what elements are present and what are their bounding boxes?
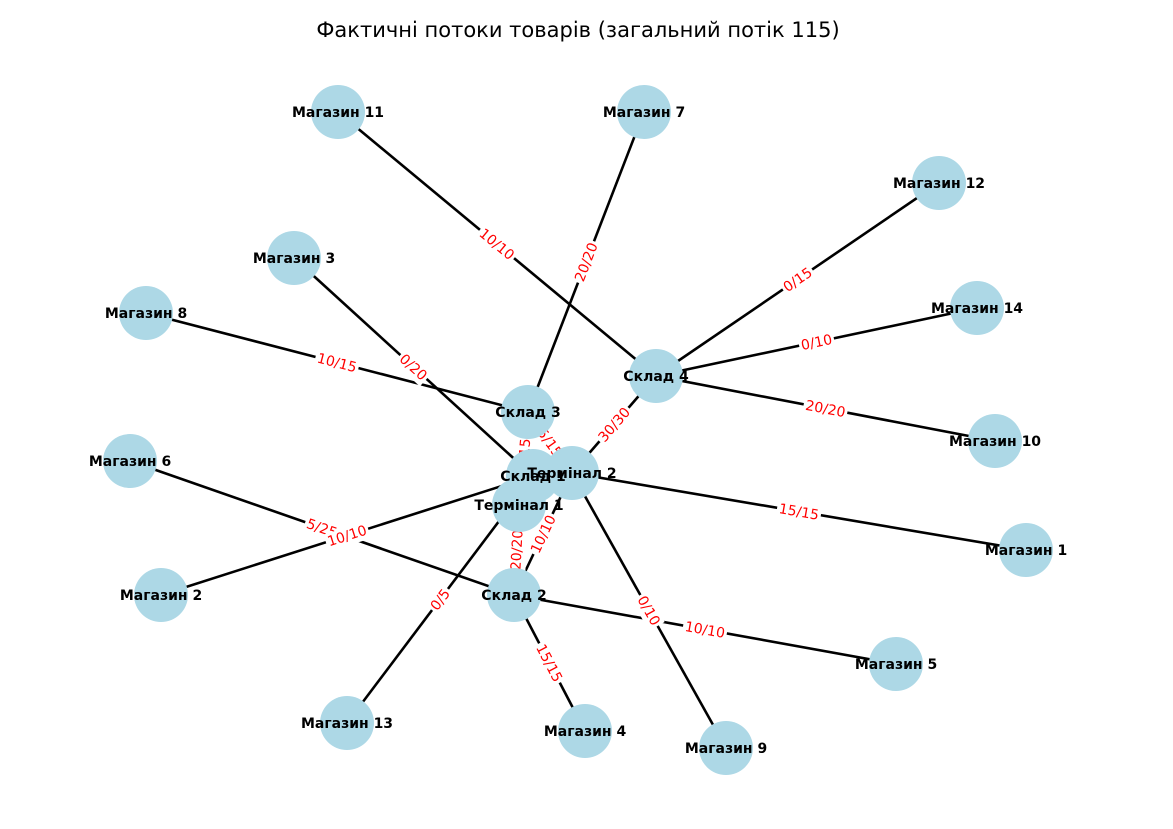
edge-label-s3-m7: 20/20 [570,238,604,287]
node-s3 [501,385,555,439]
edge-label-s2-m4: 15/15 [530,639,567,688]
edge-flow-text: 0/10 [800,332,834,354]
edge-label-s4-m14: 0/10 [797,330,836,356]
edge-label-s4-m12: 0/15 [778,262,818,298]
edge-label-background [775,499,823,526]
node-s4 [629,349,683,403]
node-m13 [320,696,374,750]
edge-label-t2-s4: 30/30 [593,402,637,448]
node-label-t1: Термінал 1 [474,498,563,514]
edge-flow-text: 15/15 [778,501,820,524]
node-m7 [617,85,671,139]
node-m2 [134,568,188,622]
node-label-m2: Магазин 2 [120,588,202,604]
edge-label-t1-s2: 20/20 [507,527,528,573]
node-m10 [968,414,1022,468]
node-label-s4: Склад 4 [623,369,689,385]
node-m12 [912,156,966,210]
node-label-m1: Магазин 1 [985,543,1067,559]
edge-flow-text: 15/15 [532,642,565,685]
edge-label-background [313,349,361,378]
node-label-m14: Магазин 14 [931,301,1023,317]
diagram-title: Фактичні потоки товарів (загальний потік… [316,18,839,42]
node-label-m11: Магазин 11 [292,105,384,121]
node-label-m10: Магазин 10 [949,434,1041,450]
edge-label-background [530,639,567,688]
node-m1 [999,523,1053,577]
node-label-m9: Магазин 9 [685,741,767,757]
node-s1 [506,449,560,503]
node-m11 [311,85,365,139]
edge-flow-text: 20/20 [804,398,847,421]
node-label-m6: Магазин 6 [89,454,171,470]
edge-label-background [526,510,562,559]
node-label-m13: Магазин 13 [301,716,393,732]
node-s2 [487,568,541,622]
edge-flow-text: 30/30 [595,405,634,446]
node-label-s1: Склад 1 [500,469,565,485]
edge-label-t2-m9: 0/10 [631,591,665,631]
node-label-t2: Термінал 2 [527,466,616,482]
edge-label-background [425,584,456,617]
node-m6 [103,434,157,488]
node-m4 [558,704,612,758]
edge-flow-text: 20/20 [572,241,601,284]
edge-label-background [797,330,836,356]
edge-label-background [681,617,729,644]
node-label-m5: Магазин 5 [855,657,937,673]
node-label-s2: Склад 2 [481,588,546,604]
edge-label-background [570,238,604,287]
node-label-m4: Магазин 4 [544,724,627,740]
node-label-m3: Магазин 3 [253,251,335,267]
edge-flow-text: 20/20 [508,529,526,570]
node-m8 [119,286,173,340]
node-m14 [950,281,1004,335]
node-label-m7: Магазин 7 [603,105,685,121]
edge-label-s2-m5: 10/10 [681,617,729,644]
node-label-m12: Магазин 12 [893,176,985,192]
edge-label-background [323,521,372,552]
edge-label-background [507,527,528,573]
edge-label-background [778,262,818,298]
edge-label-t2-m1: 15/15 [775,499,823,526]
edge-label-s4-m11: 10/10 [473,223,520,266]
edge-label-s4-m10: 20/20 [801,396,849,423]
node-t2 [545,446,599,500]
edge-label-background [473,223,520,266]
edge-label-background [393,349,432,387]
node-label-m8: Магазин 8 [105,306,187,322]
edge-flow-text: 10/10 [684,619,727,642]
edge-label-background [593,402,637,448]
node-label-s3: Склад 3 [495,405,560,421]
node-m5 [869,637,923,691]
node-m9 [699,721,753,775]
edge-label-background [631,591,665,631]
node-m3 [267,231,321,285]
edge-label-background [801,396,849,423]
edge-flow-text: 10/10 [476,226,517,264]
edge-label-s3-m8: 10/15 [313,349,361,378]
